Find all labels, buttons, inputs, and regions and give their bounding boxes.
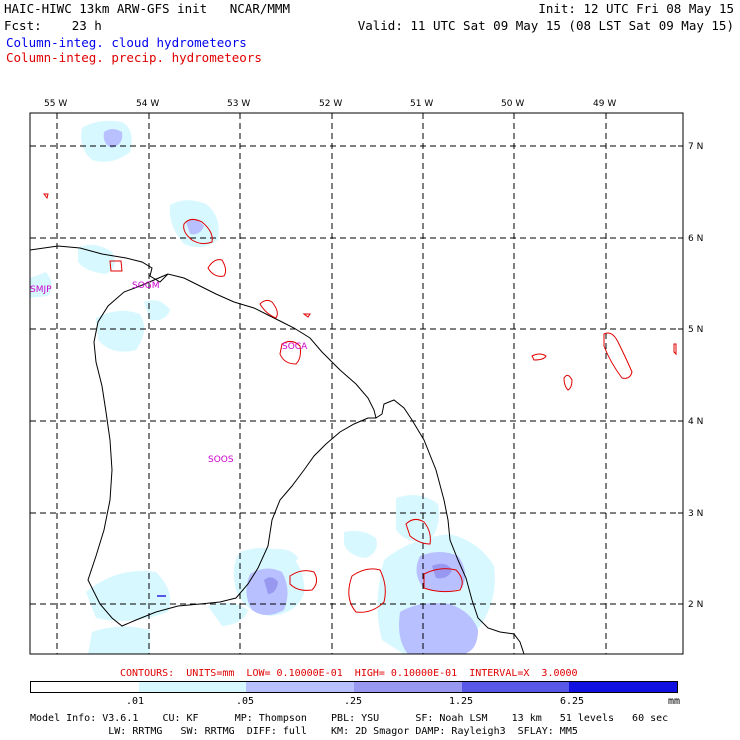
lon-label: 52 W: [319, 99, 342, 109]
colorbar-swatch: [461, 682, 570, 692]
model-title: HAIC-HIWC 13km ARW-GFS init NCAR/MMM: [4, 1, 290, 16]
station-smjp: SMJP: [30, 285, 52, 295]
precip-field-label: Column-integ. precip. hydrometeors: [6, 50, 262, 65]
colorbar-tick: 6.25: [560, 696, 585, 707]
lat-label: 4 N: [688, 417, 703, 427]
colorbar-tick: 1.25: [449, 696, 474, 707]
axis-ticks: [56, 113, 683, 605]
colorbar-tick: .25: [344, 696, 363, 707]
colorbar-units: mm: [668, 696, 681, 707]
lon-label: 50 W: [501, 99, 524, 109]
lon-label: 55 W: [44, 99, 67, 109]
station-labels: SMJP SOGM SOCA SOOS: [30, 281, 308, 465]
colorbar: [30, 681, 678, 693]
colorbar-swatch: [138, 682, 247, 692]
shading-layer: [30, 120, 495, 654]
lat-label: 5 N: [688, 325, 703, 335]
lat-label: 7 N: [688, 142, 703, 152]
station-soca: SOCA: [282, 342, 308, 352]
lat-label: 6 N: [688, 234, 703, 244]
model-info-line1: Model Info: V3.6.1 CU: KF MP: Thompson P…: [30, 713, 669, 724]
lat-lon-grid: [30, 113, 683, 654]
lon-label: 51 W: [410, 99, 433, 109]
cloud-field-label: Column-integ. cloud hydrometeors: [6, 35, 247, 50]
station-soos: SOOS: [208, 455, 234, 465]
colorbar-swatch: [246, 682, 355, 692]
colorbar-swatch: [569, 682, 678, 692]
coastline: [30, 245, 525, 654]
cloud-blob: [157, 595, 166, 597]
contour-info: CONTOURS: UNITS=mm LOW= 0.10000E-01 HIGH…: [120, 668, 578, 679]
colorbar-swatch: [31, 682, 139, 692]
lat-labels: 7 N 6 N 5 N 4 N 3 N 2 N: [688, 142, 703, 610]
station-sogm: SOGM: [132, 281, 160, 291]
map-frame: [29, 112, 684, 655]
lon-label: 54 W: [136, 99, 159, 109]
colorbar-tick: .05: [236, 696, 255, 707]
precip-contours: [43, 193, 677, 613]
model-info-line2: LW: RRTMG SW: RRTMG DIFF: full KM: 2D Sm…: [30, 726, 578, 737]
init-time: Init: 12 UTC Fri 08 May 15: [538, 1, 734, 16]
forecast-hour: Fcst: 23 h: [4, 18, 102, 33]
colorbar-swatch: [354, 682, 462, 692]
lat-label: 2 N: [688, 600, 703, 610]
valid-time: Valid: 11 UTC Sat 09 May 15 (08 LST Sat …: [357, 18, 734, 33]
lon-labels: 55 W 54 W 53 W 52 W 51 W 50 W 49 W: [44, 99, 616, 109]
colorbar-tick: .01: [126, 696, 145, 707]
lat-label: 3 N: [688, 509, 703, 519]
lon-label: 49 W: [593, 99, 616, 109]
lon-label: 53 W: [227, 99, 250, 109]
